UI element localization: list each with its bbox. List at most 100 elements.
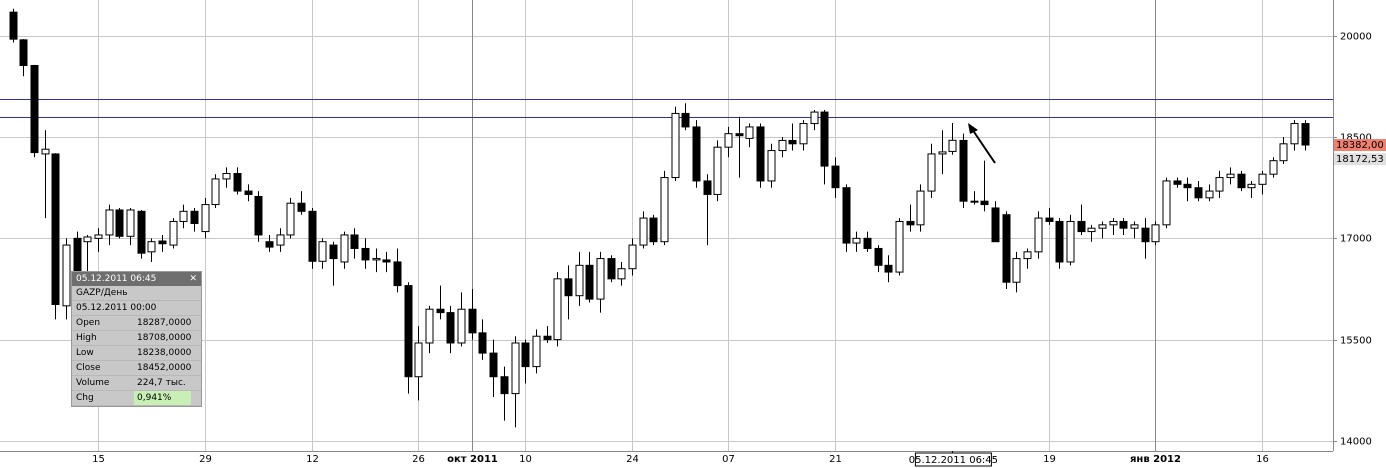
candle-body xyxy=(1034,217,1043,253)
candle-body xyxy=(1247,183,1256,189)
candle-body xyxy=(511,342,520,395)
candle-body xyxy=(30,64,39,154)
x-tick-label: 10 xyxy=(519,454,532,465)
candle-body xyxy=(874,247,883,266)
candle-body xyxy=(457,308,466,344)
candle-body xyxy=(254,195,263,236)
candle-body xyxy=(724,133,733,148)
candle-body xyxy=(1237,173,1246,189)
tooltip-value: 18708,0000 xyxy=(137,333,192,343)
candle-body xyxy=(820,111,829,167)
candle-body xyxy=(1141,227,1150,243)
tooltip-row: Chg 0,941% xyxy=(72,391,201,406)
tooltip-value: 18238,0000 xyxy=(137,348,192,358)
tooltip-symbol: GAZP/День xyxy=(72,286,201,301)
tooltip-key: High xyxy=(76,333,97,343)
candle-body xyxy=(778,139,787,152)
candle-body xyxy=(895,220,904,273)
candle-body xyxy=(1173,180,1182,185)
x-tick-label: 15 xyxy=(92,454,105,465)
candle-body xyxy=(1055,220,1064,263)
tooltip-header: 05.12.2011 06:45 ✕ xyxy=(72,272,201,286)
candle-body xyxy=(767,150,776,182)
candle-body xyxy=(436,308,445,314)
candle-body xyxy=(1066,220,1075,263)
tooltip-date: 05.12.2011 00:00 xyxy=(72,301,201,316)
x-tick-label: янв 2012 xyxy=(1130,454,1181,465)
candle-body xyxy=(372,258,381,261)
candle-body xyxy=(671,112,680,179)
candle-body xyxy=(51,153,60,305)
candle-body xyxy=(329,244,338,260)
candle-body xyxy=(575,264,584,297)
price-label: 18172,53 xyxy=(1336,154,1384,165)
y-tick-label: 18500 xyxy=(1340,133,1372,144)
candle-body xyxy=(980,200,989,206)
tooltip-row: High 18708,0000 xyxy=(72,331,201,346)
candle-body xyxy=(970,200,979,203)
candle-body xyxy=(233,173,242,192)
candle-body xyxy=(404,285,413,378)
candle-body xyxy=(884,264,893,273)
candle-body xyxy=(425,308,434,344)
tooltip-key: Low xyxy=(76,348,94,358)
x-tick-label: 12 xyxy=(306,454,319,465)
candle-body xyxy=(692,126,701,182)
tooltip-key: Chg xyxy=(76,393,94,403)
candle-body xyxy=(916,190,925,226)
candle-body xyxy=(1183,183,1192,189)
candle-body xyxy=(286,202,295,236)
tooltip-row: Close 18452,0000 xyxy=(72,361,201,376)
candle-body xyxy=(222,173,231,180)
candle-body xyxy=(585,264,594,300)
candle-body xyxy=(105,209,114,236)
candle-body xyxy=(713,146,722,195)
tooltip-key: Close xyxy=(76,363,101,373)
candle-body xyxy=(532,335,541,368)
candle-body xyxy=(927,153,936,192)
close-button[interactable]: ✕ xyxy=(189,274,197,284)
candle-body xyxy=(1130,224,1139,229)
tooltip-value: 18287,0000 xyxy=(137,318,192,328)
candle-body xyxy=(308,210,317,262)
candle-body xyxy=(361,247,370,261)
candle-body xyxy=(1002,214,1011,283)
y-tick-label: 15500 xyxy=(1340,336,1372,347)
candle-body xyxy=(478,332,487,354)
candle-body xyxy=(147,241,156,253)
candle-body xyxy=(94,234,103,239)
price-label: 18382,00 xyxy=(1336,140,1384,151)
candle-body xyxy=(126,209,135,237)
candle-body xyxy=(1087,227,1096,233)
candle-body xyxy=(297,202,306,212)
x-tick-label: 26 xyxy=(412,454,425,465)
candle-body xyxy=(863,237,872,249)
candle-body xyxy=(414,342,423,378)
candle-body xyxy=(169,220,178,246)
candle-body xyxy=(852,237,861,244)
tooltip-rows: Open 18287,0000 High 18708,0000 Low 18238,000… xyxy=(72,316,201,406)
candle-body xyxy=(703,180,712,195)
x-tick-label: 24 xyxy=(626,454,639,465)
candle-body xyxy=(244,190,253,195)
candle-body xyxy=(681,112,690,128)
candle-body xyxy=(543,335,552,341)
candle-body xyxy=(735,133,744,137)
x-tick-label: окт 2011 xyxy=(447,454,498,465)
candle-body xyxy=(639,217,648,246)
candle-body xyxy=(19,39,28,66)
tooltip-row: Volume 224,7 тыс. xyxy=(72,376,201,391)
info-tooltip: 05.12.2011 06:45 ✕ GAZP/День 05.12.2011 0… xyxy=(71,271,202,407)
candle-body xyxy=(1301,123,1310,146)
candle-body xyxy=(788,139,797,145)
candle-body xyxy=(1119,220,1128,229)
candle-body xyxy=(137,210,146,254)
tooltip-row: Open 18287,0000 xyxy=(72,316,201,331)
candle-body xyxy=(318,241,327,262)
candle-body xyxy=(553,278,562,341)
candle-body xyxy=(1226,173,1235,179)
candle-body xyxy=(1162,180,1171,226)
candle-body xyxy=(489,352,498,378)
candle-body xyxy=(1077,220,1086,233)
